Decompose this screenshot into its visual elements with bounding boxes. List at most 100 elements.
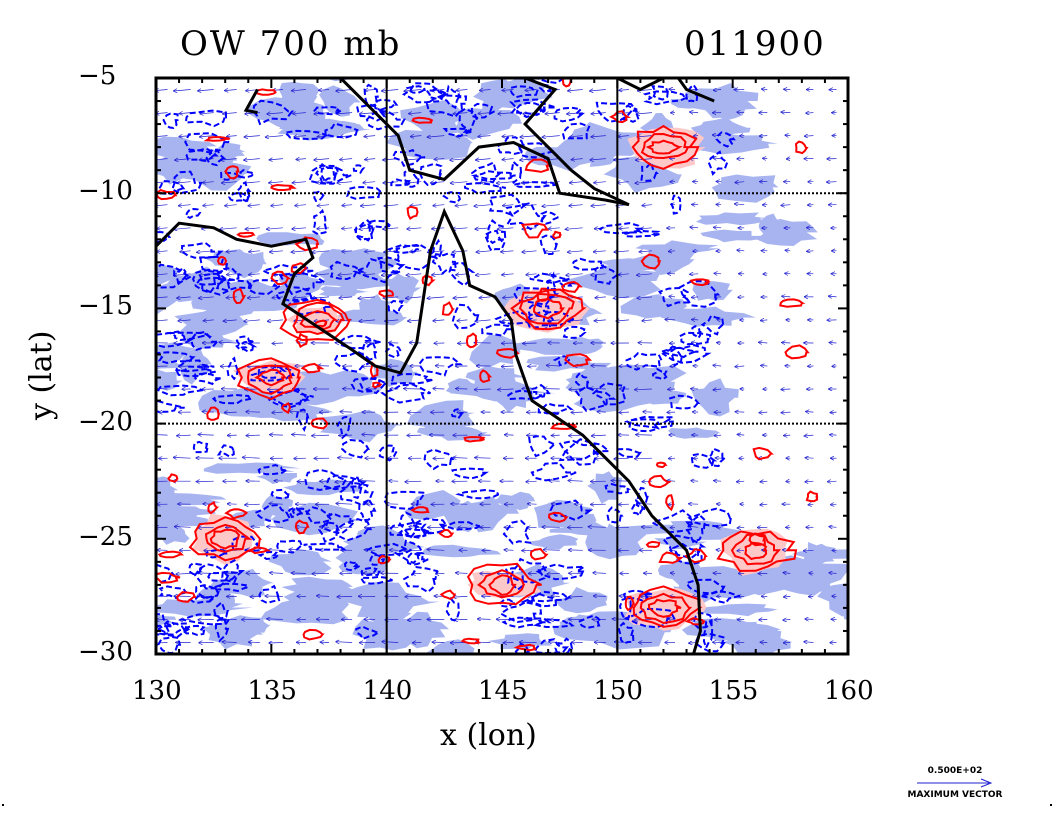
positive-contour: [156, 571, 181, 584]
wind-vector: [431, 182, 445, 183]
negative-contour: [527, 302, 550, 318]
negative-contour: [702, 619, 714, 651]
negative-contour: [425, 94, 468, 118]
wind-vector: [269, 504, 283, 505]
negative-fill-region: [341, 581, 440, 619]
wind-vector: [547, 573, 560, 574]
negative-contour: [419, 162, 443, 186]
positive-contour: [421, 274, 436, 287]
negative-contour: [380, 383, 431, 404]
wind-vector: [405, 481, 422, 482]
positive-contour: [232, 287, 247, 305]
negative-contour: [195, 584, 220, 600]
wind-vector: [433, 320, 445, 321]
wind-vector: [804, 435, 814, 436]
negative-contour: [577, 614, 603, 629]
wind-vector: [314, 159, 330, 160]
wind-vector: [157, 251, 168, 252]
negative-contour: [623, 607, 676, 629]
wind-vector: [808, 504, 814, 505]
negative-fill-region: [156, 597, 253, 617]
wind-vector: [569, 205, 583, 206]
wind-vector: [296, 527, 306, 528]
wind-vector: [691, 481, 699, 482]
wind-vector: [478, 113, 491, 114]
negative-fill-region: [368, 610, 414, 632]
negative-contour: [386, 244, 421, 254]
wind-vector: [713, 135, 722, 136]
positive-contour: [665, 494, 675, 512]
negative-contour: [359, 376, 388, 395]
positive-contour: [658, 551, 684, 564]
negative-fill-region: [359, 294, 392, 320]
negative-contour: [388, 373, 433, 385]
negative-contour: [216, 444, 235, 458]
negative-contour: [175, 359, 215, 373]
negative-contour: [458, 107, 479, 134]
wind-vector: [781, 112, 791, 113]
positive-contour: [246, 364, 293, 395]
wind-vector: [807, 251, 814, 252]
wind-vector: [714, 273, 722, 274]
positive-contour: [175, 591, 197, 603]
negative-fill-region: [256, 469, 298, 485]
wind-vector: [713, 365, 722, 366]
negative-contour: [215, 277, 253, 292]
negative-contour: [528, 435, 556, 458]
negative-contour: [341, 438, 371, 459]
wind-vector: [594, 596, 606, 597]
wind-vector: [480, 182, 491, 183]
wind-vector: [503, 297, 514, 298]
negative-fill-region: [156, 136, 218, 157]
negative-fill-region: [695, 212, 770, 226]
wind-vector: [203, 182, 214, 183]
wind-vector: [637, 136, 652, 137]
wind-vector: [246, 435, 260, 436]
positive-contour: [254, 368, 288, 387]
wind-vector: [269, 182, 283, 183]
wind-vector: [359, 481, 376, 482]
negative-contour: [670, 194, 682, 215]
negative-fill-region: [386, 273, 422, 304]
negative-contour: [431, 252, 458, 276]
negative-contour: [539, 234, 559, 256]
negative-contour: [286, 506, 305, 519]
wind-vector: [456, 90, 468, 91]
wind-vector: [434, 159, 445, 160]
negative-contour: [442, 521, 481, 531]
negative-fill-region: [279, 81, 320, 109]
negative-fill-region: [400, 100, 469, 135]
wind-vector: [478, 619, 491, 620]
wind-vector: [272, 412, 283, 413]
wind-vector: [783, 619, 791, 620]
wind-vector: [363, 182, 376, 183]
negative-contour: [335, 518, 373, 542]
wind-vector: [456, 573, 468, 574]
negative-contour: [707, 150, 731, 176]
negative-contour: [184, 207, 202, 220]
wind-vector: [542, 136, 560, 138]
wind-vector: [761, 366, 768, 367]
wind-vector: [250, 596, 260, 597]
positive-contour: [280, 402, 291, 415]
wind-vector: [522, 251, 537, 252]
legend-scale-value: 0.500E+02: [927, 766, 983, 776]
wind-vector: [570, 182, 583, 183]
negative-contour: [185, 147, 219, 163]
wind-vector: [737, 434, 745, 435]
positive-contour: [624, 595, 636, 612]
wind-vector: [342, 205, 353, 206]
negative-contour: [470, 102, 495, 120]
wind-vector: [641, 228, 652, 229]
wind-vector: [382, 90, 399, 92]
negative-contour: [156, 563, 176, 586]
negative-contour: [669, 394, 701, 410]
wind-vector: [157, 228, 168, 229]
negative-fill-region: [156, 504, 221, 516]
negative-fill-region: [526, 534, 579, 550]
wind-vector: [498, 228, 514, 229]
wind-vector: [639, 251, 652, 252]
x-tick-label: 150: [593, 676, 643, 706]
negative-contour: [700, 314, 725, 336]
